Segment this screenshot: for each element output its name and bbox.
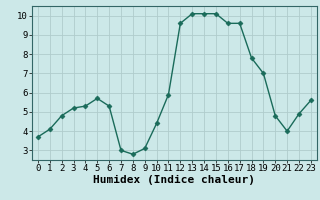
- X-axis label: Humidex (Indice chaleur): Humidex (Indice chaleur): [93, 175, 255, 185]
